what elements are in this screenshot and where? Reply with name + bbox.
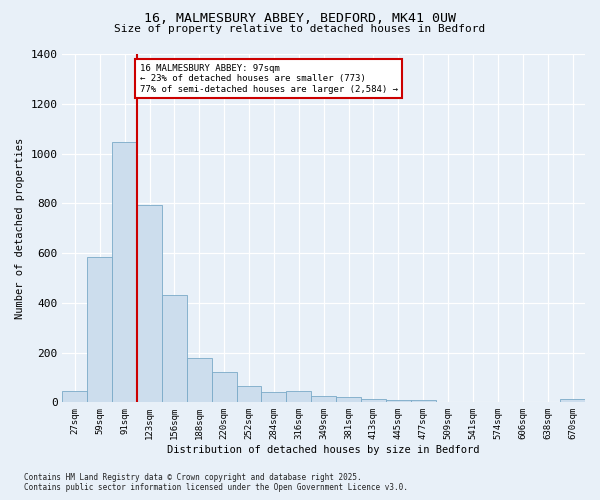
Text: Size of property relative to detached houses in Bedford: Size of property relative to detached ho… (115, 24, 485, 34)
Bar (187, 358, 212, 403)
Bar (112, 142, 137, 403)
Y-axis label: Number of detached properties: Number of detached properties (15, 138, 25, 319)
Text: 16 MALMESBURY ABBEY: 97sqm
← 23% of detached houses are smaller (773)
77% of sem: 16 MALMESBURY ABBEY: 97sqm ← 23% of deta… (140, 64, 398, 94)
Bar (386, 400, 411, 402)
Bar (137, 205, 162, 402)
Bar (236, 386, 262, 402)
Bar (62, 390, 88, 402)
Bar (286, 390, 311, 402)
Bar (336, 397, 361, 402)
Bar (212, 372, 236, 402)
Text: Contains HM Land Registry data © Crown copyright and database right 2025.
Contai: Contains HM Land Registry data © Crown c… (24, 473, 408, 492)
Bar (361, 398, 386, 402)
Text: 16, MALMESBURY ABBEY, BEDFORD, MK41 0UW: 16, MALMESBURY ABBEY, BEDFORD, MK41 0UW (144, 12, 456, 26)
Bar (262, 392, 286, 402)
Bar (88, 257, 112, 402)
Bar (311, 396, 336, 402)
X-axis label: Distribution of detached houses by size in Bedford: Distribution of detached houses by size … (167, 445, 480, 455)
Bar (162, 296, 187, 403)
Bar (411, 400, 436, 402)
Bar (560, 400, 585, 402)
